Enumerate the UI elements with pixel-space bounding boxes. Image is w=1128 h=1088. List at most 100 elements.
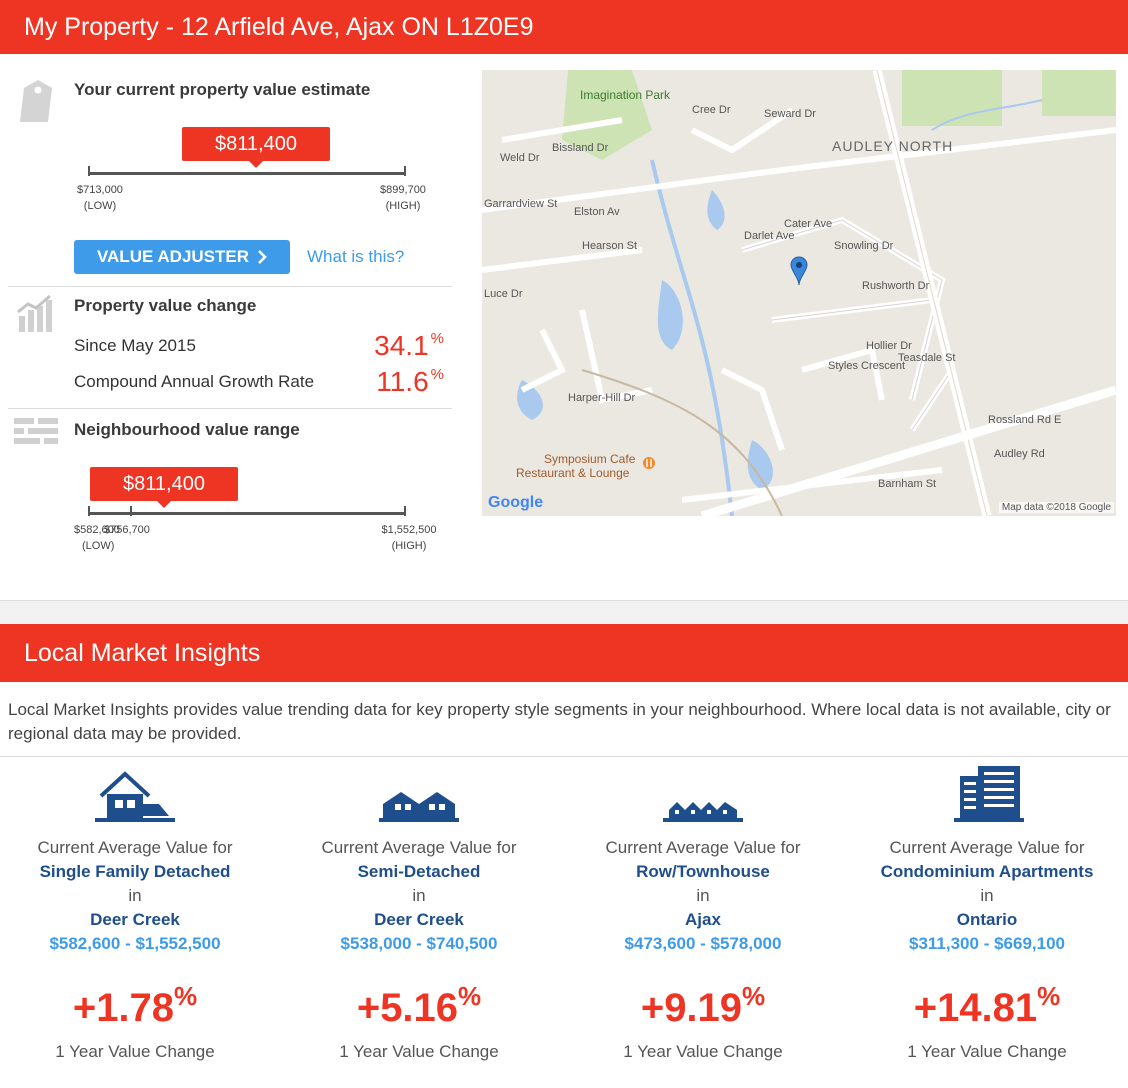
- insight-card-single-family: Current Average Value for Single Family …: [0, 766, 276, 1064]
- card-icon-wrap: [846, 766, 1128, 822]
- location-pin-icon[interactable]: [790, 256, 808, 286]
- card-pct-sign: %: [174, 981, 198, 1011]
- estimate-value-bubble: $811,400: [182, 127, 330, 168]
- neighbourhood-low-tick: [88, 506, 90, 516]
- insight-card-condo: Current Average Value for Condominium Ap…: [846, 766, 1128, 1064]
- map-label: AUDLEY NORTH: [832, 138, 954, 154]
- card-pct: +1.78%: [0, 968, 276, 1036]
- card-in: in: [128, 886, 142, 905]
- card-type: Semi-Detached: [357, 862, 481, 881]
- card-pct-sign: %: [1037, 981, 1061, 1011]
- since-value: 34.1%: [300, 330, 444, 362]
- map-label: Luce Dr: [484, 288, 523, 300]
- value-adjuster-label: VALUE ADJUSTER: [96, 247, 250, 266]
- chevron-right-icon: [258, 250, 267, 264]
- card-icon-wrap: [562, 766, 844, 822]
- card-prefix: Current Average Value for: [605, 838, 801, 857]
- card-pct-number: +14.81: [913, 986, 1038, 1030]
- map-label: Garrardview St: [484, 198, 558, 210]
- house-semi-icon: [379, 792, 459, 822]
- property-map[interactable]: Imagination Park AUDLEY NORTH Seward Dr …: [482, 70, 1116, 516]
- card-change-label: 1 Year Value Change: [623, 1042, 783, 1061]
- map-label: Audley Rd: [994, 448, 1045, 460]
- card-change-label: 1 Year Value Change: [339, 1042, 499, 1061]
- card-pct-sign: %: [742, 981, 766, 1011]
- map-label: Weld Dr: [500, 152, 540, 164]
- since-value-number: 34.1: [374, 330, 429, 361]
- card-pct-sign: %: [458, 981, 482, 1011]
- card-area: Ajax: [685, 910, 721, 929]
- card-area: Deer Creek: [90, 910, 180, 929]
- insight-card-semi-detached: Current Average Value for Semi-Detached …: [278, 766, 560, 1064]
- townhouse-icon: [663, 802, 743, 822]
- map-base: [482, 70, 1116, 516]
- map-label: Rushworth Dr: [862, 280, 930, 292]
- map-label: Rossland Rd E: [988, 414, 1062, 426]
- map-label: Restaurant & Lounge: [516, 466, 630, 480]
- neighbourhood-blocks-icon: [14, 418, 58, 444]
- estimate-high: $899,700 (HIGH): [372, 182, 434, 214]
- neighbourhood-mid-value: $756,700: [104, 524, 150, 536]
- neighbourhood-high-label: (HIGH): [391, 540, 427, 552]
- insight-card-townhouse: Current Average Value for Row/Townhouse …: [562, 766, 844, 1064]
- map-attribution: Map data ©2018 Google: [998, 502, 1114, 513]
- estimate-high-value: $899,700: [380, 184, 426, 196]
- neighbourhood-slider-track: [88, 512, 406, 515]
- page-header: My Property - 12 Arfield Ave, Ajax ON L1…: [0, 0, 1128, 54]
- estimate-high-label: (HIGH): [385, 200, 421, 212]
- card-in: in: [412, 886, 426, 905]
- neighbourhood-high: $1,552,500 (HIGH): [372, 522, 446, 554]
- what-is-this-link[interactable]: What is this?: [307, 247, 405, 266]
- map-label: Darlet Ave: [744, 230, 795, 242]
- change-title: Property value change: [74, 296, 257, 315]
- map-label: Styles Crescent: [828, 360, 906, 372]
- card-icon-wrap: [278, 766, 560, 822]
- card-pct: +9.19%: [562, 968, 844, 1036]
- map-label: Snowling Dr: [834, 240, 894, 252]
- card-range: $311,300 - $669,100: [909, 934, 1065, 953]
- estimate-slider-track: [88, 172, 406, 175]
- map-label: Symposium Cafe: [544, 452, 636, 466]
- percent-sign: %: [430, 330, 444, 347]
- condo-building-icon: [954, 766, 1024, 822]
- card-type: Row/Townhouse: [636, 862, 770, 881]
- map-label: Cree Dr: [692, 104, 731, 116]
- map-label: Harper-Hill Dr: [568, 392, 636, 404]
- value-adjuster-button[interactable]: VALUE ADJUSTER: [74, 240, 290, 274]
- restaurant-icon[interactable]: [642, 456, 656, 470]
- divider: [8, 408, 452, 409]
- percent-sign: %: [430, 366, 444, 383]
- card-area: Deer Creek: [374, 910, 464, 929]
- card-prefix: Current Average Value for: [37, 838, 233, 857]
- neighbourhood-low: $582,600 (LOW): [74, 522, 126, 554]
- card-type: Condominium Apartments: [880, 862, 1094, 881]
- neighbourhood-title: Neighbourhood value range: [74, 420, 300, 439]
- card-pct: +5.16%: [278, 968, 560, 1036]
- map-label: Bissland Dr: [552, 142, 609, 154]
- cagr-value: 11.6%: [300, 366, 444, 398]
- neighbourhood-high-tick: [404, 506, 406, 516]
- neighbourhood-mid-tick: [130, 506, 132, 516]
- map-label: Teasdale St: [898, 352, 956, 364]
- card-in: in: [696, 886, 710, 905]
- neighbourhood-low-label: (LOW): [82, 540, 115, 552]
- card-icon-wrap: [0, 766, 276, 822]
- insights-header: Local Market Insights: [0, 624, 1128, 682]
- map-label: Cater Ave: [784, 218, 833, 230]
- since-label: Since May 2015: [74, 336, 196, 355]
- card-type: Single Family Detached: [39, 862, 231, 881]
- insights-title: Local Market Insights: [24, 638, 261, 667]
- neighbourhood-value-bubble: $811,400: [90, 467, 238, 508]
- estimate-low-value: $713,000: [77, 184, 123, 196]
- card-range: $538,000 - $740,500: [340, 934, 498, 953]
- cagr-label: Compound Annual Growth Rate: [74, 372, 315, 391]
- cagr-value-number: 11.6: [376, 366, 429, 397]
- growth-chart-icon: [17, 294, 52, 332]
- card-pct-number: +9.19: [640, 986, 743, 1030]
- map-label: Imagination Park: [580, 88, 671, 102]
- price-tag-icon: [20, 80, 52, 122]
- card-prefix: Current Average Value for: [889, 838, 1085, 857]
- card-pct: +14.81%: [846, 968, 1128, 1036]
- map-label: Barnham St: [878, 478, 937, 490]
- estimate-low-label: (LOW): [83, 200, 117, 212]
